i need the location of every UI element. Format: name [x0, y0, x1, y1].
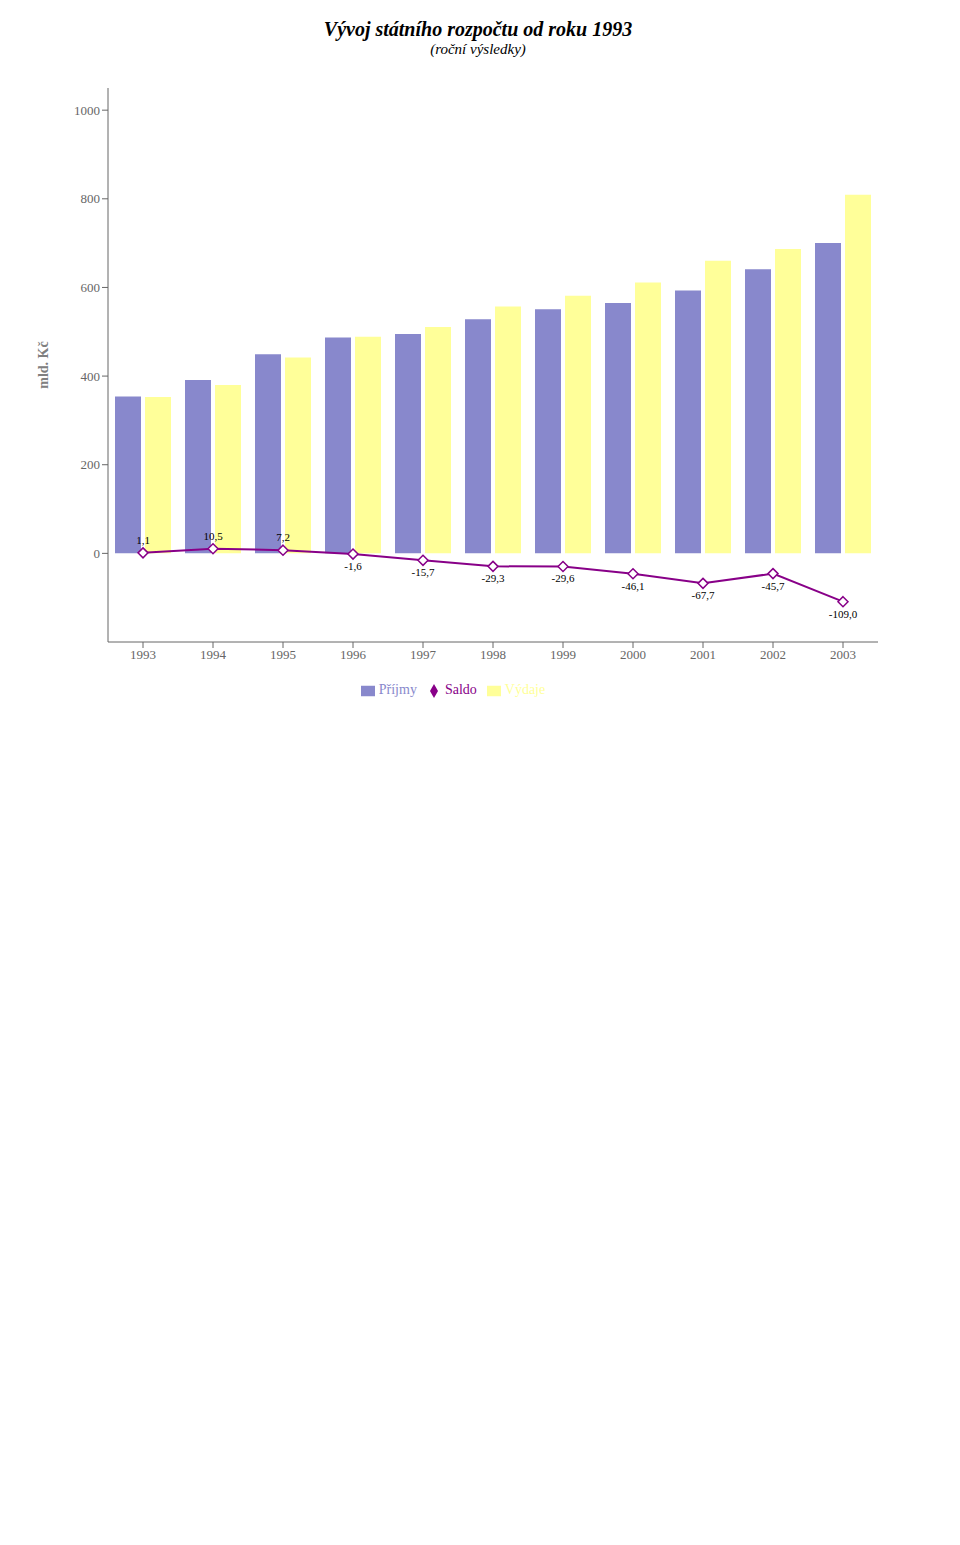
svg-text:1997: 1997: [410, 647, 437, 662]
html-text:Saldo: Saldo: [444, 682, 477, 697]
html-text:(roční výsledky): (roční výsledky): [430, 41, 526, 57]
svg-text:2001: 2001: [690, 647, 716, 662]
svg-text:10,5: 10,5: [203, 530, 223, 542]
html-text:Příjmy: Příjmy: [378, 682, 417, 697]
svg-text:800: 800: [81, 191, 101, 206]
svg-text:1998: 1998: [480, 647, 506, 662]
svg-text:0: 0: [94, 546, 101, 561]
svg-text:1993: 1993: [130, 647, 156, 662]
svg-text:200: 200: [81, 457, 101, 472]
svg-text:-29,6: -29,6: [552, 572, 575, 584]
svg-text:600: 600: [81, 280, 101, 295]
svg-text:-109,0: -109,0: [829, 608, 858, 620]
svg-text:-29,3: -29,3: [482, 572, 505, 584]
svg-text:-15,7: -15,7: [412, 566, 435, 578]
svg-text:2002: 2002: [760, 647, 786, 662]
svg-text:2000: 2000: [620, 647, 646, 662]
svg-text:1994: 1994: [200, 647, 227, 662]
svg-text:-46,1: -46,1: [622, 580, 645, 592]
svg-text:-1,6: -1,6: [344, 560, 362, 572]
svg-text:-67,7: -67,7: [692, 589, 715, 601]
svg-text:-45,7: -45,7: [762, 580, 785, 592]
svg-text:7,2: 7,2: [276, 531, 290, 543]
svg-text:1996: 1996: [340, 647, 367, 662]
html-text:Výdaje: Výdaje: [504, 682, 546, 697]
html-text:Vývoj státního rozpočtu od rok: Vývoj státního rozpočtu od roku 1993: [323, 18, 633, 40]
svg-text:mld. Kč: mld. Kč: [36, 341, 51, 388]
svg-text:1999: 1999: [550, 647, 576, 662]
svg-text:1000: 1000: [74, 103, 100, 118]
svg-text:1995: 1995: [270, 647, 296, 662]
svg-text:2003: 2003: [830, 647, 856, 662]
svg-text:400: 400: [81, 369, 101, 384]
svg-text:1,1: 1,1: [136, 534, 150, 546]
